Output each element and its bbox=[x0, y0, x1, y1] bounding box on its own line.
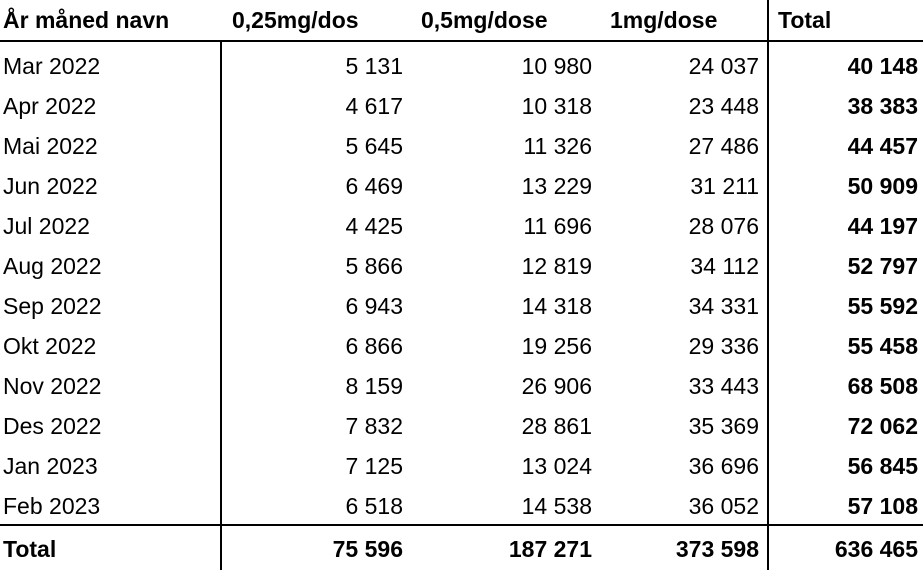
header-dose-1: 1mg/dose bbox=[610, 7, 718, 33]
header-dose-05: 0,5mg/dose bbox=[421, 7, 548, 33]
row-dose-025: 5 131 bbox=[345, 53, 403, 79]
total-row-month-divider bbox=[220, 526, 222, 570]
row-month: Nov 2022 bbox=[3, 373, 102, 399]
table-header: År måned navn 0,25mg/dos 0,5mg/dose 1mg/… bbox=[0, 0, 923, 40]
row-dose-025: 7 832 bbox=[345, 413, 403, 439]
table-row: Jan 2023 7 125 13 024 36 696 56 845 bbox=[0, 446, 923, 486]
row-month: Jun 2022 bbox=[3, 173, 98, 199]
header-month: År måned navn bbox=[3, 7, 170, 33]
row-dose-025: 6 943 bbox=[345, 293, 403, 319]
row-dose-1: 29 336 bbox=[688, 333, 759, 359]
row-dose-025: 6 866 bbox=[345, 333, 403, 359]
row-dose-05: 11 696 bbox=[523, 213, 592, 239]
row-dose-025: 5 866 bbox=[345, 253, 403, 279]
row-month: Des 2022 bbox=[3, 413, 102, 439]
row-total: 68 508 bbox=[847, 373, 918, 399]
row-dose-05: 14 538 bbox=[521, 493, 592, 519]
row-dose-05: 28 861 bbox=[521, 413, 592, 439]
row-dose-05: 13 229 bbox=[521, 173, 592, 199]
row-dose-1: 28 076 bbox=[688, 213, 759, 239]
total-dose-05: 187 271 bbox=[508, 536, 592, 562]
row-dose-1: 35 369 bbox=[688, 413, 759, 439]
row-dose-025: 5 645 bbox=[345, 133, 403, 159]
row-dose-1: 33 443 bbox=[688, 373, 759, 399]
row-dose-025: 6 469 bbox=[345, 173, 403, 199]
row-total: 50 909 bbox=[847, 173, 918, 199]
row-month: Mai 2022 bbox=[3, 133, 98, 159]
row-dose-05: 10 980 bbox=[521, 53, 592, 79]
row-dose-05: 26 906 bbox=[521, 373, 592, 399]
row-total: 55 458 bbox=[847, 333, 918, 359]
row-total: 40 148 bbox=[847, 53, 918, 79]
row-dose-1: 36 696 bbox=[688, 453, 759, 479]
total-divider bbox=[0, 524, 923, 526]
row-total: 38 383 bbox=[847, 93, 918, 119]
row-total: 72 062 bbox=[847, 413, 918, 439]
month-column-divider bbox=[220, 40, 222, 525]
row-month: Okt 2022 bbox=[3, 333, 97, 359]
header-total: Total bbox=[778, 7, 832, 33]
row-total: 57 108 bbox=[847, 493, 918, 519]
row-dose-025: 6 518 bbox=[345, 493, 403, 519]
table-row: Nov 2022 8 159 26 906 33 443 68 508 bbox=[0, 366, 923, 406]
table-row: Feb 2023 6 518 14 538 36 052 57 108 bbox=[0, 486, 923, 526]
table-row: Apr 2022 4 617 10 318 23 448 38 383 bbox=[0, 86, 923, 126]
row-dose-1: 34 331 bbox=[688, 293, 759, 319]
total-row: Total 75 596 187 271 373 598 636 465 bbox=[0, 529, 923, 569]
row-dose-025: 4 617 bbox=[345, 93, 403, 119]
row-dose-05: 10 318 bbox=[521, 93, 592, 119]
row-dose-05: 12 819 bbox=[521, 253, 592, 279]
table-row: Mar 2022 5 131 10 980 24 037 40 148 bbox=[0, 46, 923, 86]
row-month: Mar 2022 bbox=[3, 53, 101, 79]
grand-total: 636 465 bbox=[834, 536, 918, 562]
row-month: Jul 2022 bbox=[3, 213, 90, 239]
row-month: Jan 2023 bbox=[3, 453, 98, 479]
table-row: Okt 2022 6 866 19 256 29 336 55 458 bbox=[0, 326, 923, 366]
row-dose-05: 13 024 bbox=[521, 453, 592, 479]
row-month: Apr 2022 bbox=[3, 93, 97, 119]
row-dose-1: 24 037 bbox=[688, 53, 759, 79]
total-label: Total bbox=[3, 536, 57, 562]
row-dose-025: 8 159 bbox=[345, 373, 403, 399]
row-total: 52 797 bbox=[847, 253, 918, 279]
table-row: Jul 2022 4 425 11 696 28 076 44 197 bbox=[0, 206, 923, 246]
table-row: Mai 2022 5 645 11 326 27 486 44 457 bbox=[0, 126, 923, 166]
row-total: 44 197 bbox=[847, 213, 918, 239]
row-dose-1: 27 486 bbox=[688, 133, 759, 159]
row-month: Aug 2022 bbox=[3, 253, 102, 279]
table-row: Des 2022 7 832 28 861 35 369 72 062 bbox=[0, 406, 923, 446]
total-dose-1: 373 598 bbox=[675, 536, 759, 562]
row-dose-05: 11 326 bbox=[523, 133, 592, 159]
row-dose-025: 7 125 bbox=[345, 453, 403, 479]
header-divider bbox=[0, 40, 923, 42]
row-dose-1: 23 448 bbox=[688, 93, 759, 119]
total-dose-025: 75 596 bbox=[332, 536, 403, 562]
row-dose-05: 19 256 bbox=[521, 333, 592, 359]
table-row: Jun 2022 6 469 13 229 31 211 50 909 bbox=[0, 166, 923, 206]
row-dose-025: 4 425 bbox=[345, 213, 403, 239]
row-total: 44 457 bbox=[847, 133, 918, 159]
row-dose-05: 14 318 bbox=[521, 293, 592, 319]
total-column-divider bbox=[767, 0, 769, 570]
row-dose-1: 34 112 bbox=[690, 253, 759, 279]
row-dose-1: 36 052 bbox=[688, 493, 759, 519]
row-month: Sep 2022 bbox=[3, 293, 102, 319]
row-total: 55 592 bbox=[847, 293, 918, 319]
table-row: Sep 2022 6 943 14 318 34 331 55 592 bbox=[0, 286, 923, 326]
row-dose-1: 31 211 bbox=[690, 173, 759, 199]
header-dose-025: 0,25mg/dos bbox=[232, 7, 359, 33]
row-month: Feb 2023 bbox=[3, 493, 101, 519]
table-row: Aug 2022 5 866 12 819 34 112 52 797 bbox=[0, 246, 923, 286]
row-total: 56 845 bbox=[847, 453, 918, 479]
